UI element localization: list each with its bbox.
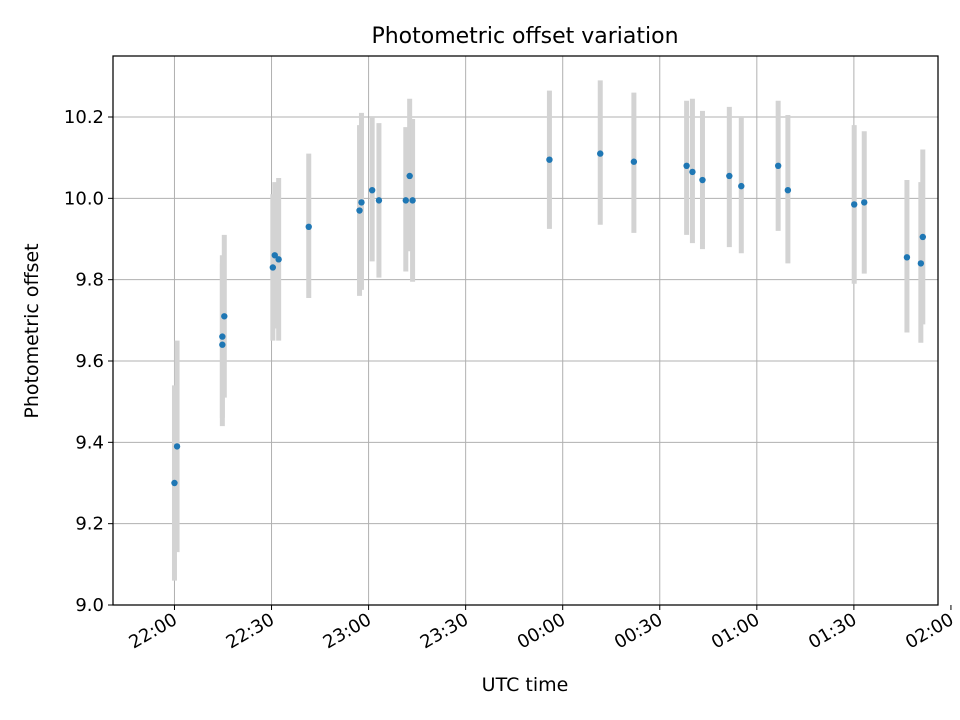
data-point <box>903 254 911 261</box>
y-axis-label: Photometric offset <box>21 243 43 418</box>
x-tick-label: 01:00 <box>708 609 763 653</box>
data-point <box>402 197 409 204</box>
data-point <box>356 207 363 214</box>
data-point <box>917 260 925 267</box>
x-axis-ticks: 22:00 22:30 23:00 23:30 00:00 00:30 01:00 01:30… <box>126 605 957 653</box>
data-point <box>173 443 181 450</box>
x-tick-label: 22:00 <box>126 609 181 653</box>
x-tick-label: 01:30 <box>805 609 860 653</box>
data-point <box>851 201 858 208</box>
y-tick-label: 9.4 <box>75 432 104 453</box>
y-axis-ticks: 9.0 9.2 9.4 9.6 9.8 10.0 10.2 <box>64 107 113 616</box>
data-point <box>275 256 282 263</box>
y-tick-label: 10.2 <box>64 107 104 128</box>
x-tick-label: 00:00 <box>514 609 569 653</box>
x-tick-label: 00:30 <box>611 609 666 653</box>
data-point <box>597 150 604 157</box>
data-point <box>358 199 365 206</box>
data-point <box>409 197 416 204</box>
y-tick-label: 9.2 <box>75 514 104 535</box>
data-point <box>406 172 413 180</box>
x-tick-label: 02:00 <box>902 609 957 653</box>
plot-area-frame <box>112 55 939 606</box>
data-point <box>305 223 312 230</box>
data-point <box>919 233 926 241</box>
data-point <box>683 162 690 169</box>
data-point <box>219 333 226 340</box>
y-tick-label: 9.0 <box>75 595 104 616</box>
data-point <box>219 341 226 348</box>
y-tick-label: 10.0 <box>64 188 104 209</box>
x-tick-label: 23:00 <box>320 609 375 653</box>
data-point <box>271 252 278 259</box>
grid-lines <box>113 56 938 606</box>
x-tick-label: 23:30 <box>417 609 472 653</box>
data-point <box>774 162 782 169</box>
error-bars <box>171 80 926 581</box>
data-point <box>546 156 553 163</box>
data-point <box>171 479 178 487</box>
chart-title: Photometric offset variation <box>371 24 678 49</box>
data-point <box>784 187 792 194</box>
y-tick-label: 9.6 <box>75 351 104 372</box>
x-tick-label: 22:30 <box>223 609 278 653</box>
data-point <box>861 199 868 206</box>
y-tick-label: 9.8 <box>75 270 104 291</box>
data-point <box>269 264 277 271</box>
data-points <box>171 150 926 487</box>
data-point <box>221 313 228 320</box>
data-point <box>699 176 706 184</box>
data-point <box>689 168 696 176</box>
data-point <box>368 187 376 194</box>
data-point <box>375 197 383 204</box>
data-point <box>726 172 733 180</box>
x-axis-label: UTC time <box>482 674 569 696</box>
data-point <box>738 182 745 190</box>
data-point <box>630 158 638 165</box>
